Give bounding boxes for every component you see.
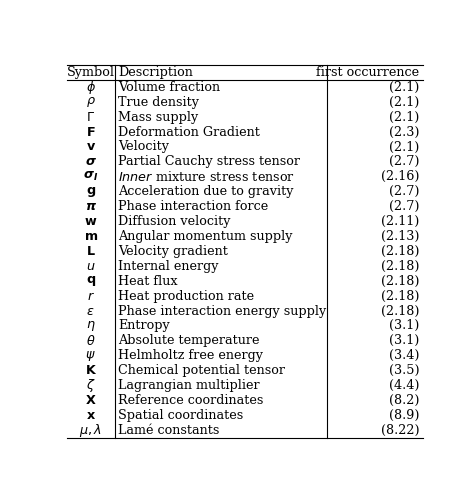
Text: Velocity gradient: Velocity gradient: [118, 245, 228, 258]
Text: (8.2): (8.2): [389, 394, 419, 407]
Text: Diffusion velocity: Diffusion velocity: [118, 215, 231, 228]
Text: Acceleration due to gravity: Acceleration due to gravity: [118, 185, 294, 198]
Text: Description: Description: [118, 66, 193, 79]
Text: Lagrangian multiplier: Lagrangian multiplier: [118, 379, 260, 392]
Text: Internal energy: Internal energy: [118, 260, 219, 273]
Text: $\Gamma$: $\Gamma$: [86, 111, 95, 124]
Text: $\eta$: $\eta$: [86, 319, 95, 333]
Text: (8.22): (8.22): [381, 424, 419, 437]
Text: (2.3): (2.3): [389, 125, 419, 139]
Text: (2.18): (2.18): [381, 245, 419, 258]
Text: $\boldsymbol{\sigma}_{\boldsymbol{I}}$: $\boldsymbol{\sigma}_{\boldsymbol{I}}$: [83, 170, 98, 183]
Text: $u$: $u$: [86, 260, 95, 273]
Text: $\phi$: $\phi$: [86, 79, 96, 96]
Text: first occurrence: first occurrence: [316, 66, 419, 79]
Text: $\mathbf{L}$: $\mathbf{L}$: [86, 245, 96, 258]
Text: (3.1): (3.1): [389, 320, 419, 332]
Text: (2.11): (2.11): [381, 215, 419, 228]
Text: Heat production rate: Heat production rate: [118, 289, 255, 303]
Text: Heat flux: Heat flux: [118, 275, 178, 288]
Text: (3.1): (3.1): [389, 334, 419, 347]
Text: Volume fraction: Volume fraction: [118, 81, 220, 94]
Text: (3.4): (3.4): [389, 349, 419, 362]
Text: Velocity: Velocity: [118, 140, 169, 154]
Text: $\mathbf{q}$: $\mathbf{q}$: [86, 274, 96, 288]
Text: (2.7): (2.7): [389, 156, 419, 168]
Text: (2.18): (2.18): [381, 275, 419, 288]
Text: (3.5): (3.5): [389, 364, 419, 377]
Text: Reference coordinates: Reference coordinates: [118, 394, 264, 407]
Text: Spatial coordinates: Spatial coordinates: [118, 409, 244, 422]
Text: True density: True density: [118, 96, 200, 109]
Text: $\theta$: $\theta$: [86, 334, 95, 348]
Text: $\mathbf{g}$: $\mathbf{g}$: [86, 185, 96, 199]
Text: $\psi$: $\psi$: [85, 349, 96, 363]
Text: (2.16): (2.16): [381, 170, 419, 183]
Text: Deformation Gradient: Deformation Gradient: [118, 125, 260, 139]
Text: $\rho$: $\rho$: [86, 95, 96, 109]
Text: (2.7): (2.7): [389, 200, 419, 213]
Text: (2.18): (2.18): [381, 260, 419, 273]
Text: (2.1): (2.1): [389, 140, 419, 154]
Text: Mass supply: Mass supply: [118, 111, 199, 124]
Text: (2.7): (2.7): [389, 185, 419, 198]
Text: (2.1): (2.1): [389, 96, 419, 109]
Text: (8.9): (8.9): [389, 409, 419, 422]
Text: $\mathbf{v}$: $\mathbf{v}$: [86, 140, 96, 154]
Text: (4.4): (4.4): [389, 379, 419, 392]
Text: $\boldsymbol{\sigma}$: $\boldsymbol{\sigma}$: [85, 156, 97, 168]
Text: $\varepsilon$: $\varepsilon$: [86, 304, 95, 318]
Text: $\mathbf{K}$: $\mathbf{K}$: [84, 364, 97, 377]
Text: $\zeta$: $\zeta$: [86, 377, 95, 394]
Text: Entropy: Entropy: [118, 320, 170, 332]
Text: (2.1): (2.1): [389, 81, 419, 94]
Text: Lamé constants: Lamé constants: [118, 424, 220, 437]
Text: $\mathbf{m}$: $\mathbf{m}$: [83, 230, 98, 243]
Text: $\mathbf{X}$: $\mathbf{X}$: [85, 394, 96, 407]
Text: $\mathbf{x}$: $\mathbf{x}$: [86, 409, 96, 422]
Text: Phase interaction force: Phase interaction force: [118, 200, 269, 213]
Text: $\mathbf{F}$: $\mathbf{F}$: [86, 125, 95, 139]
Text: $r$: $r$: [87, 289, 95, 303]
Text: (2.1): (2.1): [389, 111, 419, 124]
Text: (2.18): (2.18): [381, 289, 419, 303]
Text: (2.18): (2.18): [381, 304, 419, 318]
Text: $\boldsymbol{\pi}$: $\boldsymbol{\pi}$: [85, 200, 97, 213]
Text: Partial Cauchy stress tensor: Partial Cauchy stress tensor: [118, 156, 301, 168]
Text: Angular momentum supply: Angular momentum supply: [118, 230, 293, 243]
Text: Absolute temperature: Absolute temperature: [118, 334, 260, 347]
Text: $\mathbf{w}$: $\mathbf{w}$: [84, 215, 97, 228]
Text: Chemical potential tensor: Chemical potential tensor: [118, 364, 285, 377]
Text: $\mu, \lambda$: $\mu, \lambda$: [79, 422, 102, 439]
Text: Symbol: Symbol: [67, 66, 115, 79]
Text: Phase interaction energy supply: Phase interaction energy supply: [118, 304, 327, 318]
Text: (2.13): (2.13): [381, 230, 419, 243]
Text: $\mathit{Inner}$ mixture stress tensor: $\mathit{Inner}$ mixture stress tensor: [118, 170, 295, 184]
Text: Helmholtz free energy: Helmholtz free energy: [118, 349, 264, 362]
